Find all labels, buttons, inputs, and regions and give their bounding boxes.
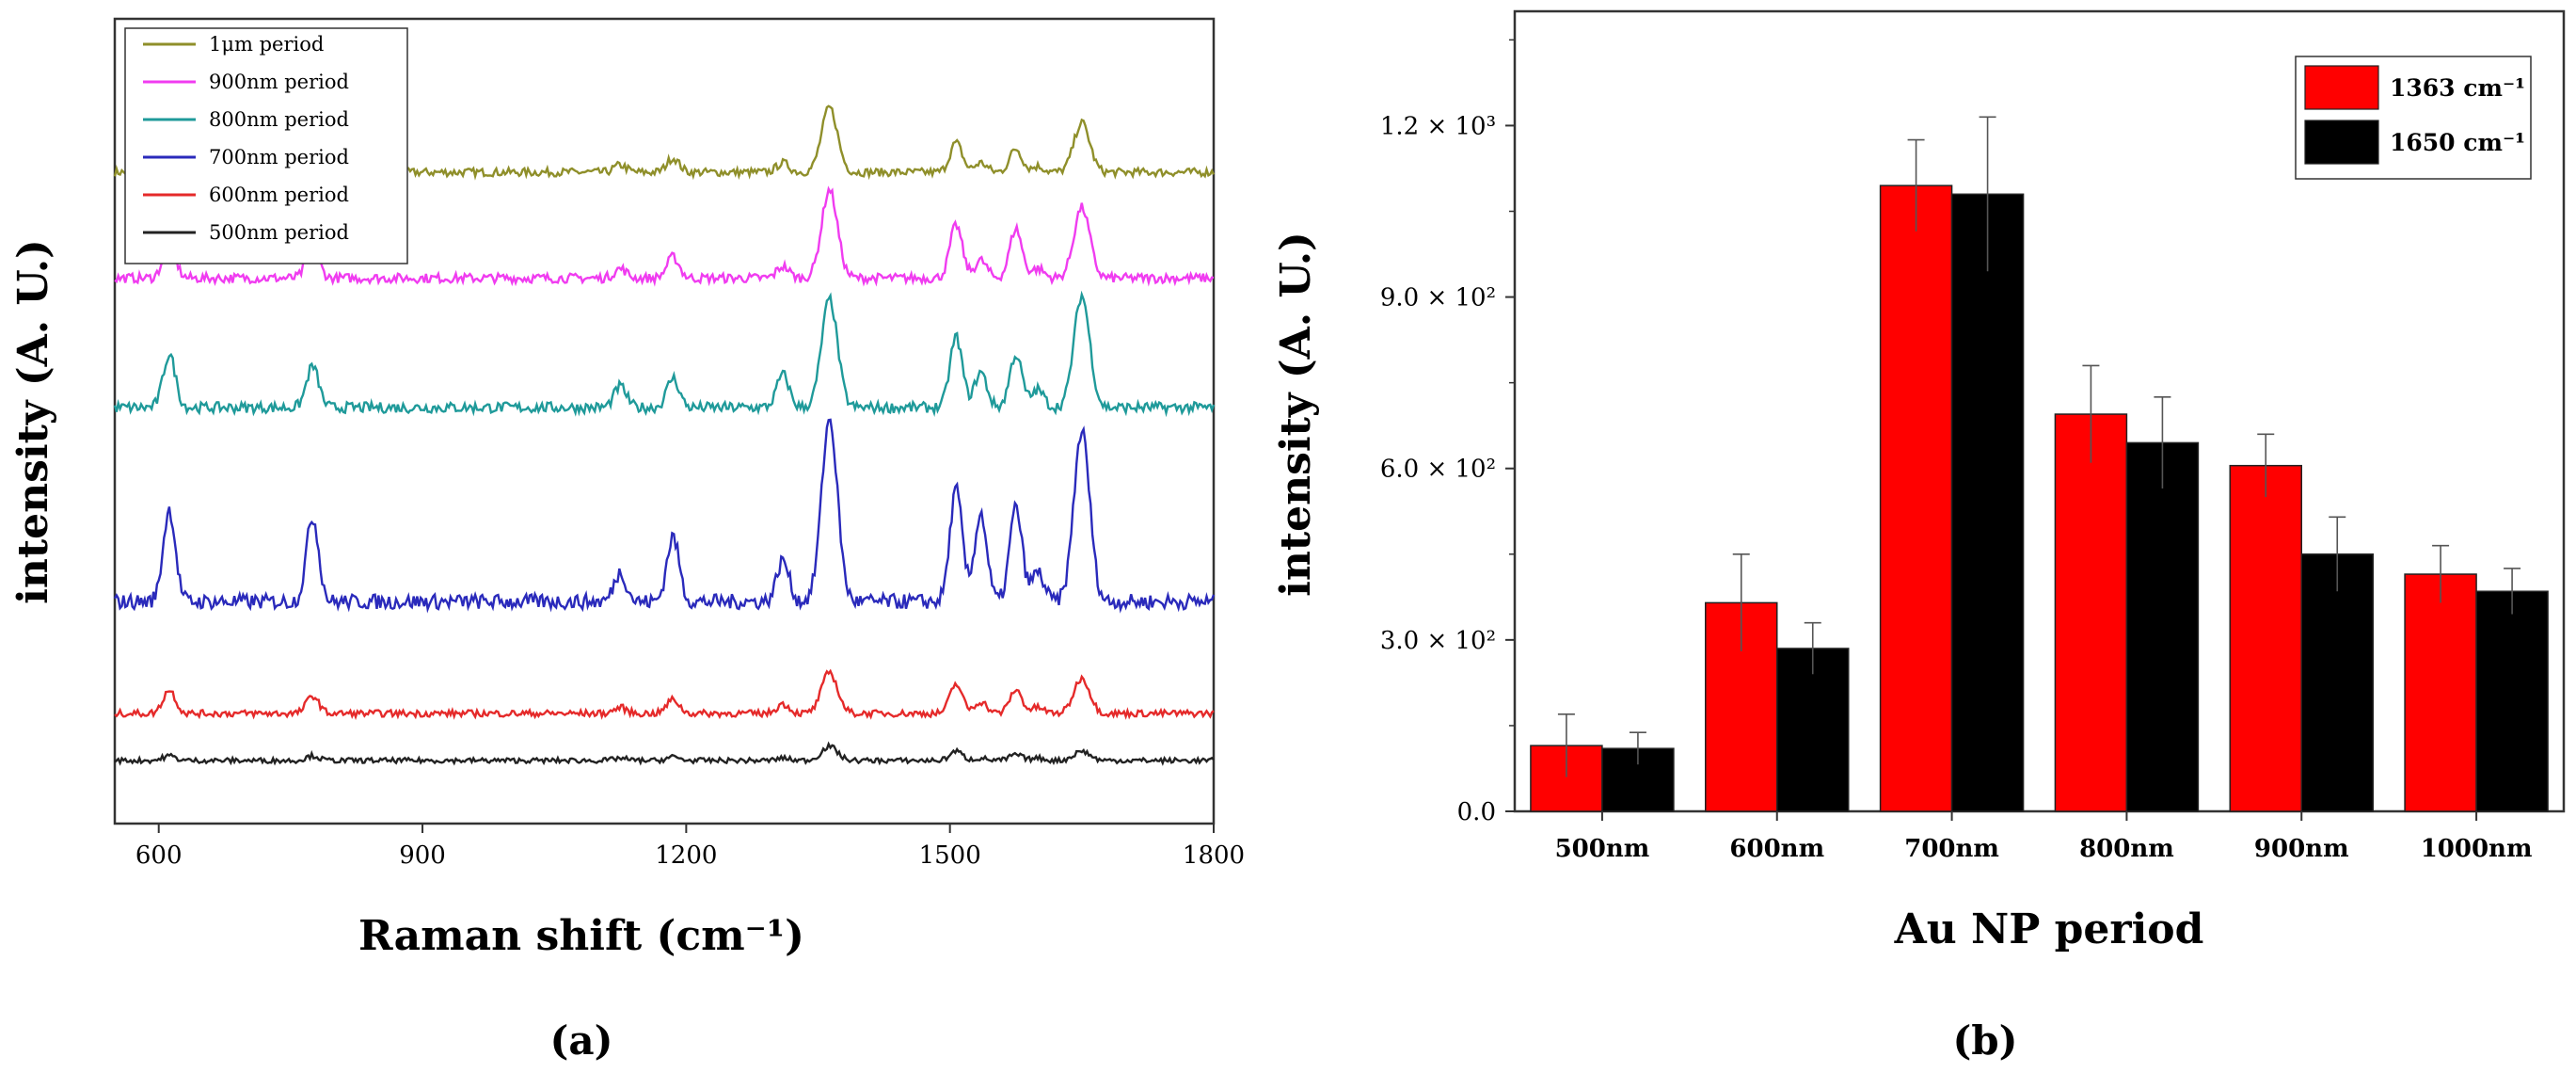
panel-a-y-axis-label: intensity (A. U.) bbox=[9, 239, 57, 604]
panel-b-legend: 1363 cm⁻¹ 1650 cm⁻¹ bbox=[2295, 56, 2532, 180]
panel-a-plot-frame bbox=[113, 17, 1216, 825]
panel-a-x-tick-label: 900 bbox=[399, 841, 446, 870]
panel-a-legend-label: 900nm period bbox=[209, 71, 349, 93]
bar-1000nm-1363 bbox=[2404, 573, 2477, 812]
panel-b-y-tick-label: 1.2 × 10³ bbox=[1380, 112, 1496, 140]
spectrum-line-500nm-period bbox=[114, 741, 1215, 766]
panel-b-legend-swatch bbox=[2304, 65, 2379, 110]
panel-b-x-tick-label: 1000nm bbox=[2421, 835, 2533, 863]
panel-a-legend-label: 700nm period bbox=[209, 146, 349, 168]
panel-b-y-axis: 0.0 3.0 × 10² 6.0 × 10² 9.0 × 10² 1.2 × 10³ bbox=[1380, 39, 1515, 826]
panel-a-x-axis: 600 900 1200 1500 1800 bbox=[135, 824, 1245, 870]
panel-a-x-tick-label: 1200 bbox=[655, 841, 717, 870]
panel-a-x-tick-label: 1500 bbox=[919, 841, 981, 870]
panel-b-bars bbox=[1530, 116, 2549, 812]
bar-800nm-1650 bbox=[2125, 441, 2200, 812]
panel-b-x-tick-label: 900nm bbox=[2254, 835, 2349, 863]
panel-b-y-axis-label: intensity (A. U.) bbox=[1272, 232, 1320, 597]
spectrum-line-800nm-period bbox=[113, 290, 1216, 418]
panel-b-y-tick-label: 0.0 bbox=[1457, 798, 1496, 826]
panel-b-y-tick-label: 9.0 × 10² bbox=[1380, 284, 1496, 312]
panel-b-x-tick-label: 800nm bbox=[2079, 835, 2174, 863]
panel-a-legend-box bbox=[124, 27, 408, 264]
panel-a-legend-label: 1μm period bbox=[209, 33, 324, 56]
panel-a-x-axis-label: Raman shift (cm⁻¹) bbox=[358, 912, 804, 960]
panel-b-x-axis: 500nm 600nm 700nm 800nm 900nm 1000nm bbox=[1555, 811, 2533, 863]
spectrum-line-900nm-period bbox=[114, 185, 1215, 287]
panel-a-chart: 600 900 1200 1500 1800 1μm period 900nm perio… bbox=[9, 17, 1245, 1064]
panel-b-legend-label: 1650 cm⁻¹ bbox=[2390, 129, 2525, 156]
panel-a-spectra bbox=[113, 104, 1216, 766]
spectrum-line-700nm-period bbox=[113, 418, 1216, 614]
panel-a-x-tick-label: 1800 bbox=[1183, 841, 1245, 870]
bar-600nm-1650 bbox=[1776, 648, 1850, 812]
bar-1000nm-1650 bbox=[2475, 590, 2549, 812]
panel-b-y-tick-label: 6.0 × 10² bbox=[1380, 456, 1496, 484]
panel-a-legend: 1μm period 900nm period 800nm period 700nm … bbox=[124, 27, 408, 264]
spectrum-line-600nm-period bbox=[114, 668, 1215, 721]
panel-b-x-axis-label: Au NP period bbox=[1894, 905, 2204, 953]
panel-a-legend-label: 800nm period bbox=[209, 108, 349, 131]
panel-b-legend-label: 1363 cm⁻¹ bbox=[2390, 74, 2525, 102]
panel-b-legend-swatch bbox=[2304, 120, 2379, 165]
panel-a-label: (a) bbox=[550, 1017, 613, 1064]
panel-b-y-tick-label: 3.0 × 10² bbox=[1380, 627, 1496, 655]
panel-b-x-tick-label: 700nm bbox=[1904, 835, 1999, 863]
panel-b-x-tick-label: 500nm bbox=[1555, 835, 1650, 863]
panel-a-legend-label: 600nm period bbox=[209, 184, 349, 206]
panel-a-legend-label: 500nm period bbox=[209, 221, 349, 244]
panel-a-x-tick-label: 600 bbox=[135, 841, 183, 870]
panel-b-x-tick-label: 600nm bbox=[1729, 835, 1824, 863]
bar-900nm-1363 bbox=[2229, 464, 2302, 812]
panel-b-plot-frame bbox=[1513, 9, 2566, 813]
bar-900nm-1650 bbox=[2300, 553, 2374, 812]
bar-500nm-1650 bbox=[1601, 747, 1675, 812]
bar-700nm-1650 bbox=[1950, 193, 2025, 812]
bar-800nm-1363 bbox=[2054, 413, 2128, 812]
bar-700nm-1363 bbox=[1879, 184, 1953, 812]
panel-b-label: (b) bbox=[1952, 1017, 2017, 1064]
